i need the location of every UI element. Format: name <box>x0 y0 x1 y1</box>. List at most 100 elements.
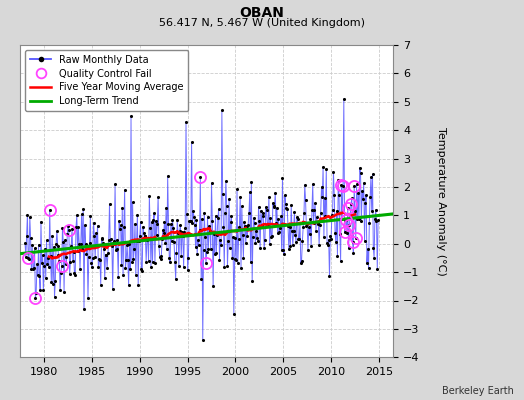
Point <box>351 207 359 214</box>
Point <box>101 274 109 281</box>
Point <box>239 255 247 261</box>
Point <box>106 241 114 247</box>
Point <box>116 226 124 232</box>
Point <box>341 229 349 236</box>
Point <box>69 258 77 264</box>
Point <box>198 216 206 222</box>
Point <box>64 227 73 233</box>
Point <box>254 204 263 210</box>
Point <box>43 261 51 268</box>
Point <box>331 230 339 236</box>
Point <box>329 206 337 213</box>
Point <box>323 240 331 246</box>
Point <box>58 225 67 231</box>
Point <box>319 164 328 170</box>
Point <box>165 221 173 227</box>
Point <box>107 236 115 242</box>
Point <box>354 190 363 196</box>
Point <box>179 233 187 240</box>
Point <box>348 239 357 246</box>
Point <box>29 265 38 271</box>
Point <box>101 252 110 258</box>
Point <box>131 220 139 227</box>
Point <box>28 242 36 248</box>
Point <box>171 276 180 282</box>
Point <box>337 182 346 188</box>
Point <box>125 241 134 248</box>
Point <box>38 260 46 266</box>
Point <box>214 215 222 222</box>
Point <box>231 234 239 241</box>
Point <box>58 263 66 269</box>
Point <box>343 230 351 237</box>
Point <box>74 224 83 230</box>
Point <box>87 260 95 266</box>
Point <box>21 254 30 260</box>
Point <box>124 282 133 288</box>
Point <box>162 246 171 252</box>
Point <box>225 196 233 202</box>
Point <box>297 260 305 266</box>
Point <box>154 194 162 200</box>
Point <box>365 220 374 226</box>
Point <box>329 169 337 175</box>
Point <box>157 253 166 260</box>
Point <box>358 188 366 194</box>
Point <box>249 234 257 240</box>
Point <box>80 306 88 312</box>
Point <box>265 194 273 200</box>
Point <box>102 252 111 258</box>
Point <box>32 290 40 296</box>
Point <box>320 234 328 240</box>
Point <box>79 206 88 212</box>
Point <box>220 264 228 270</box>
Point <box>204 246 213 252</box>
Point <box>187 218 195 225</box>
Point <box>314 220 322 227</box>
Point <box>170 239 178 246</box>
Point <box>21 240 29 246</box>
Point <box>259 213 268 219</box>
Text: OBAN: OBAN <box>239 6 285 20</box>
Point <box>260 245 268 252</box>
Point <box>321 194 329 201</box>
Point <box>202 260 210 267</box>
Point <box>226 245 234 251</box>
Point <box>279 247 288 254</box>
Point <box>315 242 323 248</box>
Point <box>336 230 344 237</box>
Point <box>81 222 89 228</box>
Point <box>367 208 376 214</box>
Point <box>308 207 316 214</box>
Point <box>168 238 176 245</box>
Point <box>289 228 298 234</box>
Point <box>46 207 54 213</box>
Point <box>26 235 35 242</box>
Point <box>149 217 158 224</box>
Point <box>36 286 45 293</box>
Point <box>373 218 381 224</box>
Point <box>316 222 324 228</box>
Text: 56.417 N, 5.467 W (United Kingdom): 56.417 N, 5.467 W (United Kingdom) <box>159 18 365 28</box>
Point <box>104 250 112 256</box>
Point <box>189 208 198 214</box>
Point <box>78 246 86 253</box>
Point <box>310 206 319 213</box>
Point <box>363 260 371 266</box>
Point <box>96 257 104 263</box>
Point <box>282 205 291 211</box>
Point <box>230 310 238 317</box>
Point <box>294 236 302 242</box>
Point <box>172 250 181 256</box>
Point <box>240 219 248 225</box>
Point <box>298 258 306 264</box>
Point <box>119 272 127 278</box>
Point <box>302 223 311 229</box>
Point <box>305 231 314 238</box>
Point <box>237 203 246 210</box>
Point <box>52 240 60 247</box>
Point <box>251 240 259 246</box>
Point <box>89 255 97 261</box>
Point <box>25 256 33 262</box>
Point <box>359 180 368 186</box>
